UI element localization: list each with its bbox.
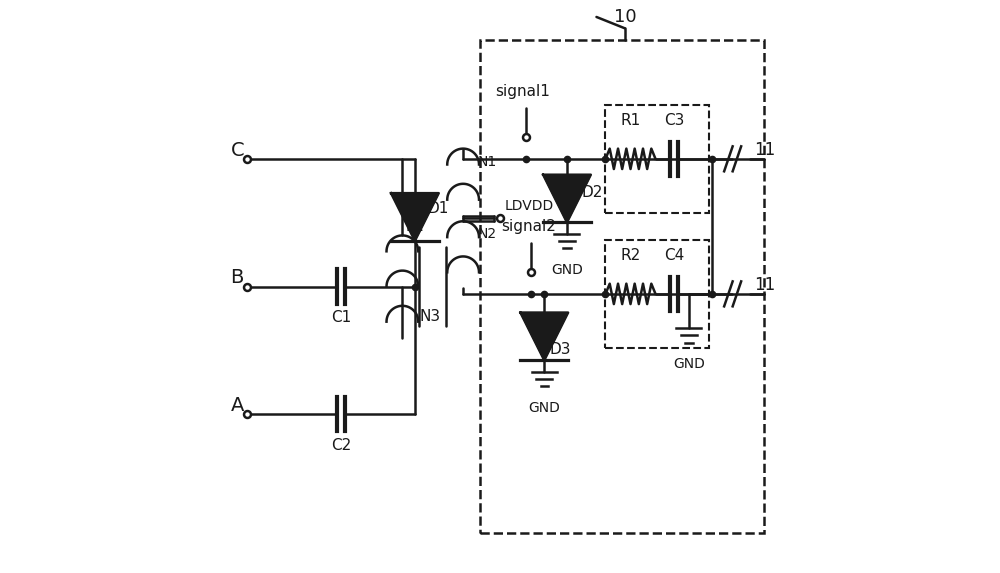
Text: signal1: signal1 (495, 84, 550, 99)
Polygon shape (391, 193, 439, 241)
Bar (605, 105, 709, 213)
Text: GND: GND (673, 358, 705, 371)
Text: D2: D2 (581, 186, 603, 201)
Text: GND: GND (528, 401, 560, 415)
Bar (480, 40, 764, 533)
Text: N2: N2 (477, 227, 496, 241)
Text: signal2: signal2 (501, 219, 556, 234)
Text: 10: 10 (614, 8, 636, 26)
Text: N1: N1 (477, 155, 497, 168)
Text: N3: N3 (419, 309, 441, 324)
Text: A: A (230, 396, 244, 415)
Text: D1: D1 (427, 201, 449, 216)
Text: GND: GND (551, 263, 583, 277)
Text: D3: D3 (550, 342, 571, 357)
Polygon shape (543, 175, 591, 222)
Text: R2: R2 (620, 248, 641, 262)
Text: 11: 11 (754, 276, 775, 295)
Text: C: C (230, 141, 244, 160)
Bar (605, 240, 709, 348)
Polygon shape (520, 313, 568, 360)
Text: C2: C2 (331, 438, 351, 453)
Text: 11: 11 (754, 142, 775, 159)
Text: C1: C1 (331, 311, 351, 325)
Text: R1: R1 (620, 113, 641, 128)
Text: LDVDD: LDVDD (505, 199, 554, 213)
Text: B: B (230, 269, 244, 288)
Text: C4: C4 (664, 248, 684, 262)
Text: C3: C3 (664, 113, 684, 128)
Text: T1: T1 (403, 217, 424, 236)
